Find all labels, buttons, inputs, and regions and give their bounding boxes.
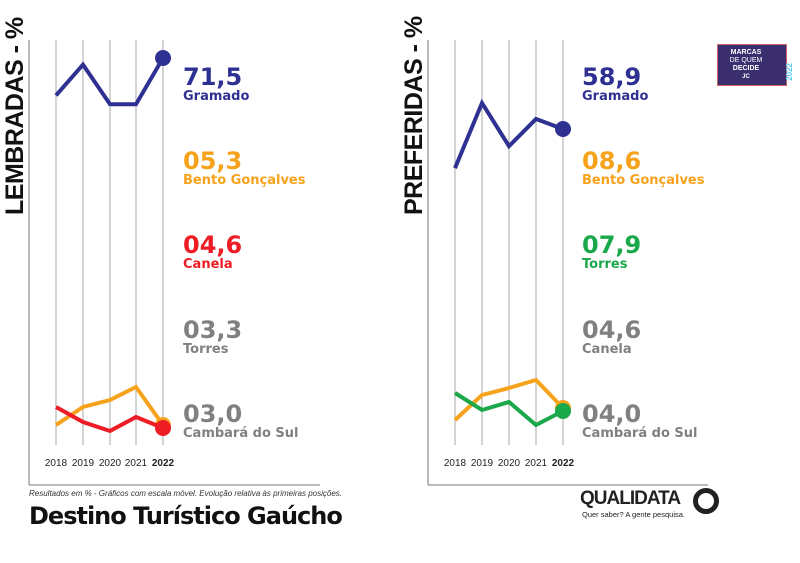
series-value: 05,3 — [183, 147, 243, 175]
page-title: Destino Turístico Gaúcho — [29, 502, 343, 530]
series-name: Cambará do Sul — [183, 426, 299, 441]
x-tick-label: 2021 — [525, 458, 548, 469]
x-tick-label: 2020 — [498, 458, 521, 469]
series-value: 03,3 — [183, 316, 243, 344]
logo-text: QUALIDATA — [580, 488, 681, 509]
series-end-marker — [555, 121, 571, 137]
series-name: Torres — [183, 342, 229, 357]
x-tick-label: 2019 — [72, 458, 95, 469]
badge-year: 2022 — [785, 63, 794, 81]
series-line-1 — [54, 384, 165, 427]
qualidata-logo: QUALIDATA Quer saber? A gente pesquisa. — [580, 488, 720, 522]
series-value: 58,9 — [582, 63, 642, 91]
series-value: 08,6 — [582, 147, 642, 175]
x-tick-label: 2021 — [125, 458, 148, 469]
series-line-0 — [453, 98, 564, 169]
series-line-0 — [54, 56, 165, 107]
series-line-2 — [453, 391, 564, 428]
series-name: Canela — [582, 342, 632, 357]
badge-line1: MARCAS — [730, 49, 762, 56]
x-tick-label: 2022 — [552, 458, 575, 469]
series-name: Bento Gonçalves — [183, 173, 306, 188]
series-name: Torres — [582, 257, 628, 272]
series-value: 71,5 — [183, 63, 243, 91]
footnote: Resultados em % - Gráficos com escala mó… — [29, 489, 343, 498]
logo-tagline: Quer saber? A gente pesquisa. — [582, 510, 685, 519]
series-name: Canela — [183, 257, 233, 272]
series-line-2 — [55, 405, 164, 434]
x-tick-label: 2019 — [471, 458, 494, 469]
badge-line2: DE QUEM — [729, 57, 763, 64]
x-tick-label: 2018 — [45, 458, 68, 469]
badge-brand: JC — [742, 74, 750, 80]
series-name: Gramado — [582, 89, 649, 104]
x-tick-label: 2020 — [99, 458, 122, 469]
series-name: Bento Gonçalves — [582, 173, 705, 188]
badge-line3: DECIDE — [732, 65, 760, 72]
series-value: 07,9 — [582, 231, 642, 259]
q-icon — [693, 488, 719, 514]
x-tick-label: 2018 — [444, 458, 467, 469]
series-end-marker — [155, 50, 171, 66]
marcas-badge: MARCAS DE QUEM DECIDE JC 2022 — [717, 44, 794, 86]
x-tick-label: 2022 — [152, 458, 175, 469]
series-value: 04,6 — [183, 231, 243, 259]
series-value: 04,0 — [582, 400, 642, 428]
series-end-marker — [555, 403, 571, 419]
y-axis-title: PREFERIDAS - % — [400, 16, 428, 215]
series-value: 03,0 — [183, 400, 243, 428]
series-name: Cambará do Sul — [582, 426, 698, 441]
series-value: 04,6 — [582, 316, 642, 344]
series-name: Gramado — [183, 89, 250, 104]
series-end-marker — [155, 420, 171, 436]
